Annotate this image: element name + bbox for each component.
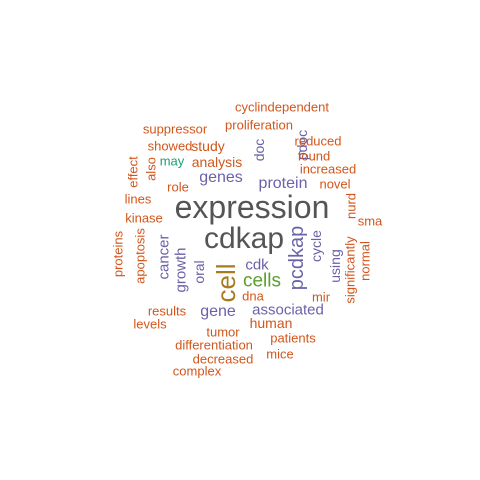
word-patients: patients [270, 330, 316, 346]
word-cycle: cycle [308, 230, 324, 262]
word-analysis: analysis [191, 154, 243, 170]
word-dna: dna [242, 288, 264, 304]
word-genes: genes [199, 169, 243, 186]
word-increased: increased [299, 161, 357, 177]
word-cyclindependent: cyclindependent [235, 99, 329, 115]
word-proliferation: proliferation [225, 117, 293, 133]
word-sma: sma [357, 213, 383, 229]
word-suppressor: suppressor [142, 121, 208, 137]
word-cdk: cdk [245, 256, 269, 274]
word-pcdkap: pcdkap [286, 225, 308, 291]
word-doc: doc [251, 138, 267, 162]
word-levels: levels [133, 316, 167, 332]
word-cell: cell [211, 263, 241, 303]
word-showed: showed [147, 138, 193, 154]
word-gene: gene [200, 303, 236, 320]
word-oral: oral [191, 260, 207, 284]
word-reduced: reduced [294, 133, 342, 149]
word-associated: associated [252, 301, 324, 319]
word-mice: mice [266, 346, 294, 362]
word-proteins: proteins [110, 230, 126, 278]
word-using: using [327, 249, 343, 283]
word-tumor: tumor [206, 324, 240, 340]
word-growth: growth [172, 247, 190, 293]
word-study: study [191, 138, 225, 154]
word-apoptosis: apoptosis [132, 228, 148, 284]
word-cells: cells [242, 270, 282, 292]
word-significantly: significantly [342, 236, 358, 304]
word-may: may [159, 153, 185, 169]
word-effect: effect [125, 156, 141, 188]
word-human: human [249, 315, 293, 331]
word-found: found [297, 148, 331, 164]
word-kinase: kinase [125, 210, 163, 226]
word-results: results [147, 303, 187, 319]
word-cancer: cancer [155, 234, 173, 280]
word-differentiation: differentiation [175, 337, 253, 353]
word-also: also [143, 157, 159, 181]
word-decreased: decreased [192, 351, 254, 367]
word-lines: lines [124, 191, 152, 207]
word-normal: normal [357, 241, 373, 281]
word-nurd: nurd [343, 192, 359, 220]
word-novel: novel [319, 176, 351, 192]
word-cdkap: cdkap [203, 222, 285, 255]
word-mir: mir [311, 289, 331, 305]
word-role: role [167, 179, 189, 195]
word-complex: complex [172, 363, 222, 379]
word-expression: expression [174, 189, 330, 225]
word-protein: protein [258, 175, 308, 192]
